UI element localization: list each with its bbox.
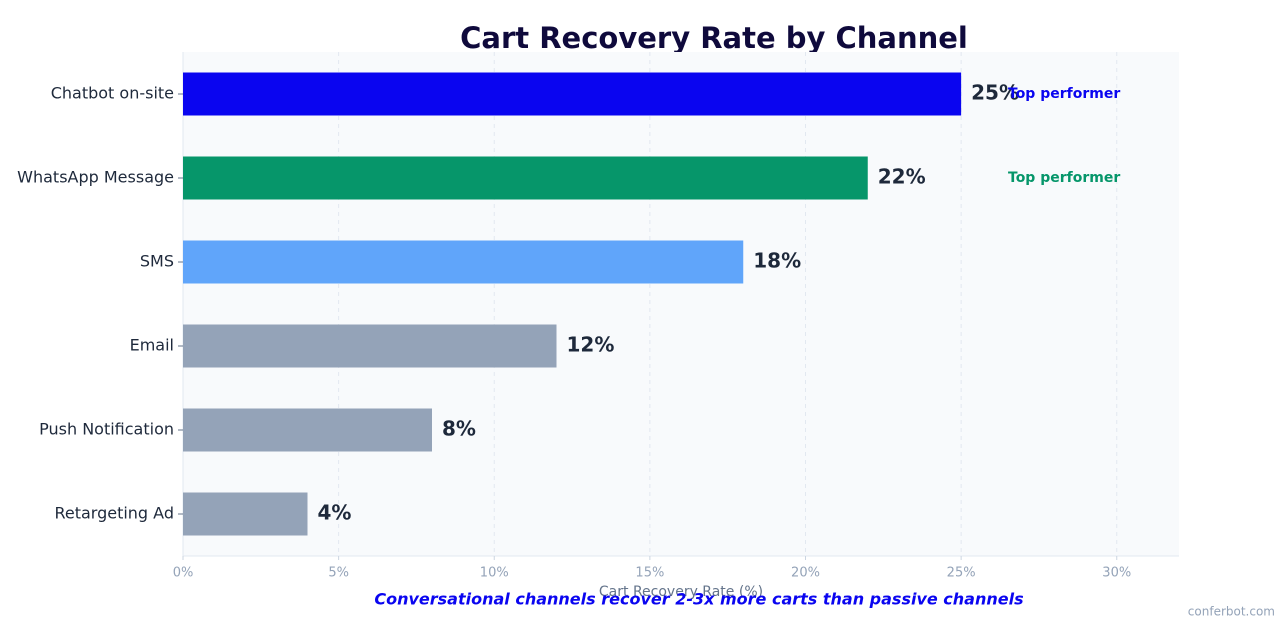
- x-axis-label: Cart Recovery Rate (%): [599, 584, 763, 600]
- chart-title: Cart Recovery Rate by Channel: [460, 21, 968, 55]
- y-tick-label: WhatsApp Message: [17, 168, 174, 187]
- annotation: Top performer: [1008, 86, 1120, 102]
- value-label: 4%: [318, 501, 352, 525]
- plot-area: [183, 52, 1179, 556]
- value-label: 22%: [878, 165, 926, 189]
- y-tick-label: Chatbot on-site: [51, 84, 174, 103]
- x-tick-label: 5%: [328, 566, 349, 581]
- x-tick-label: 10%: [480, 566, 509, 581]
- annotation: Top performer: [1008, 170, 1120, 186]
- value-label: 18%: [753, 249, 801, 273]
- bar: [183, 408, 432, 452]
- value-label: 8%: [442, 417, 476, 441]
- bar: [183, 72, 962, 116]
- y-tick-label: Push Notification: [39, 420, 174, 439]
- watermark: conferbot.com: [1188, 605, 1275, 619]
- x-tick-label: 25%: [947, 566, 976, 581]
- value-label: 25%: [971, 81, 1019, 105]
- y-tick-label: Retargeting Ad: [54, 504, 174, 523]
- x-tick-label: 20%: [791, 566, 820, 581]
- value-label: 12%: [567, 333, 615, 357]
- bar: [183, 492, 308, 536]
- x-tick-label: 0%: [173, 566, 194, 581]
- y-tick-label: Email: [130, 336, 174, 355]
- x-tick-label: 30%: [1102, 566, 1131, 581]
- bar: [183, 156, 868, 200]
- bar: [183, 240, 744, 284]
- y-tick-label: SMS: [140, 252, 174, 271]
- x-tick-label: 15%: [635, 566, 664, 581]
- bar: [183, 324, 557, 368]
- footnote: Conversational channels recover 2-3x mor…: [374, 590, 1023, 609]
